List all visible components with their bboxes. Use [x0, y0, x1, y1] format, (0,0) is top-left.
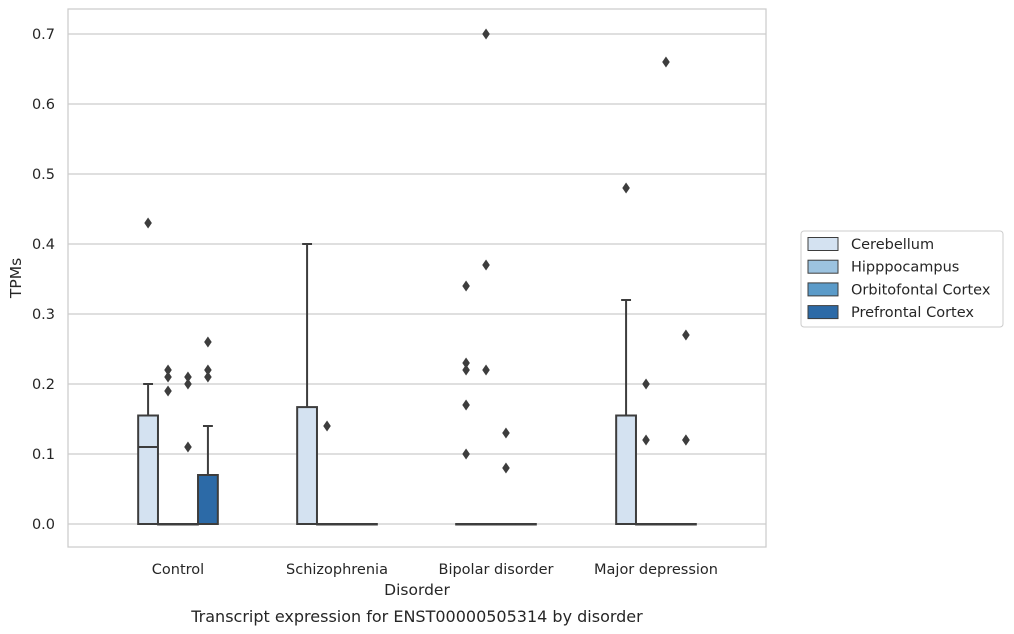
outlier-point: [682, 329, 690, 341]
legend-label: Prefrontal Cortex: [851, 305, 974, 321]
legend-label: Cerebellum: [851, 237, 934, 253]
outlier-point: [622, 182, 630, 194]
outlier-point: [164, 385, 172, 397]
outlier-point: [482, 28, 490, 40]
legend-swatch: [807, 282, 839, 297]
y-tick-label: 0.3: [32, 307, 55, 323]
box-cerebellum-1: [137, 217, 159, 525]
gridlines: [68, 33, 766, 525]
outlier-point: [184, 378, 192, 390]
box-hipppocampus-2: [316, 420, 338, 526]
x-tick-label: Control: [152, 562, 204, 578]
y-axis-ticks: 0.0 0.1 0.2 0.3 0.4 0.5 0.6 0.7: [32, 27, 55, 533]
outlier-point: [482, 259, 490, 271]
outlier-point: [462, 364, 470, 376]
x-tick-label: Bipolar disorder: [439, 562, 554, 578]
x-axis-ticks: Control Schizophrenia Bipolar disorder Majo…: [152, 562, 718, 578]
x-tick-label: Schizophrenia: [286, 562, 388, 578]
legend-swatch: [807, 259, 839, 274]
legend-swatch: [807, 237, 839, 251]
outlier-point: [462, 448, 470, 460]
x-axis-title: Disorder: [384, 581, 450, 599]
box-orbitofontal-cortex-3: [495, 427, 517, 526]
outlier-point: [164, 364, 172, 376]
box: [197, 474, 219, 525]
box-cerebellum-2: [296, 243, 318, 526]
legend-frame: [800, 230, 1004, 328]
outlier-point: [682, 434, 690, 446]
box-hipppocampus-3: [475, 28, 497, 526]
y-tick-label: 0.4: [32, 237, 55, 253]
plot-frame: [67, 8, 767, 548]
box-prefrontal-cortex-4: [675, 329, 697, 526]
outlier-point: [662, 56, 670, 68]
legend: Cerebellum Hipppocampus Orbitofontal Corte…: [800, 230, 1004, 328]
outlier-point: [204, 371, 212, 383]
outlier-point: [482, 364, 490, 376]
y-tick-label: 0.7: [32, 27, 55, 43]
outlier-point: [462, 280, 470, 292]
outlier-point: [642, 378, 650, 390]
box-prefrontal-cortex-3: [515, 523, 537, 526]
outlier-point: [462, 399, 470, 411]
outlier-point: [642, 434, 650, 446]
outlier-point: [204, 336, 212, 348]
y-tick-label: 0.5: [32, 167, 55, 183]
box-orbitofontal-cortex-2: [336, 523, 358, 526]
y-tick-label: 0.2: [32, 377, 55, 393]
box-hipppocampus-4: [635, 378, 657, 526]
outlier-point: [502, 462, 510, 474]
box: [137, 414, 159, 525]
box-plot-marks: [137, 28, 697, 526]
box-orbitofontal-cortex-1: [177, 371, 199, 526]
outlier-point: [184, 441, 192, 453]
y-tick-label: 0.1: [32, 447, 55, 463]
box: [296, 406, 318, 526]
outlier-point: [184, 371, 192, 383]
outlier-point: [462, 357, 470, 369]
box-prefrontal-cortex-1: [197, 336, 219, 525]
outlier-point: [144, 217, 152, 229]
legend-label: Hipppocampus: [851, 260, 959, 276]
figure-caption: Transcript expression for ENST0000050531…: [190, 607, 643, 626]
y-tick-label: 0.6: [32, 97, 55, 113]
outlier-point: [164, 371, 172, 383]
box-hipppocampus-1: [157, 364, 179, 526]
box-cerebellum-3: [455, 280, 477, 526]
legend-label: Orbitofontal Cortex: [851, 282, 991, 298]
outlier-point: [204, 364, 212, 376]
y-axis-title: TPMs: [7, 258, 25, 299]
legend-swatch: [807, 305, 839, 320]
outlier-point: [323, 420, 331, 432]
box: [615, 414, 637, 525]
box-prefrontal-cortex-2: [356, 523, 378, 526]
outlier-point: [502, 427, 510, 439]
box-cerebellum-4: [615, 182, 637, 525]
x-tick-label: Major depression: [594, 562, 718, 578]
y-tick-label: 0.0: [32, 517, 55, 533]
